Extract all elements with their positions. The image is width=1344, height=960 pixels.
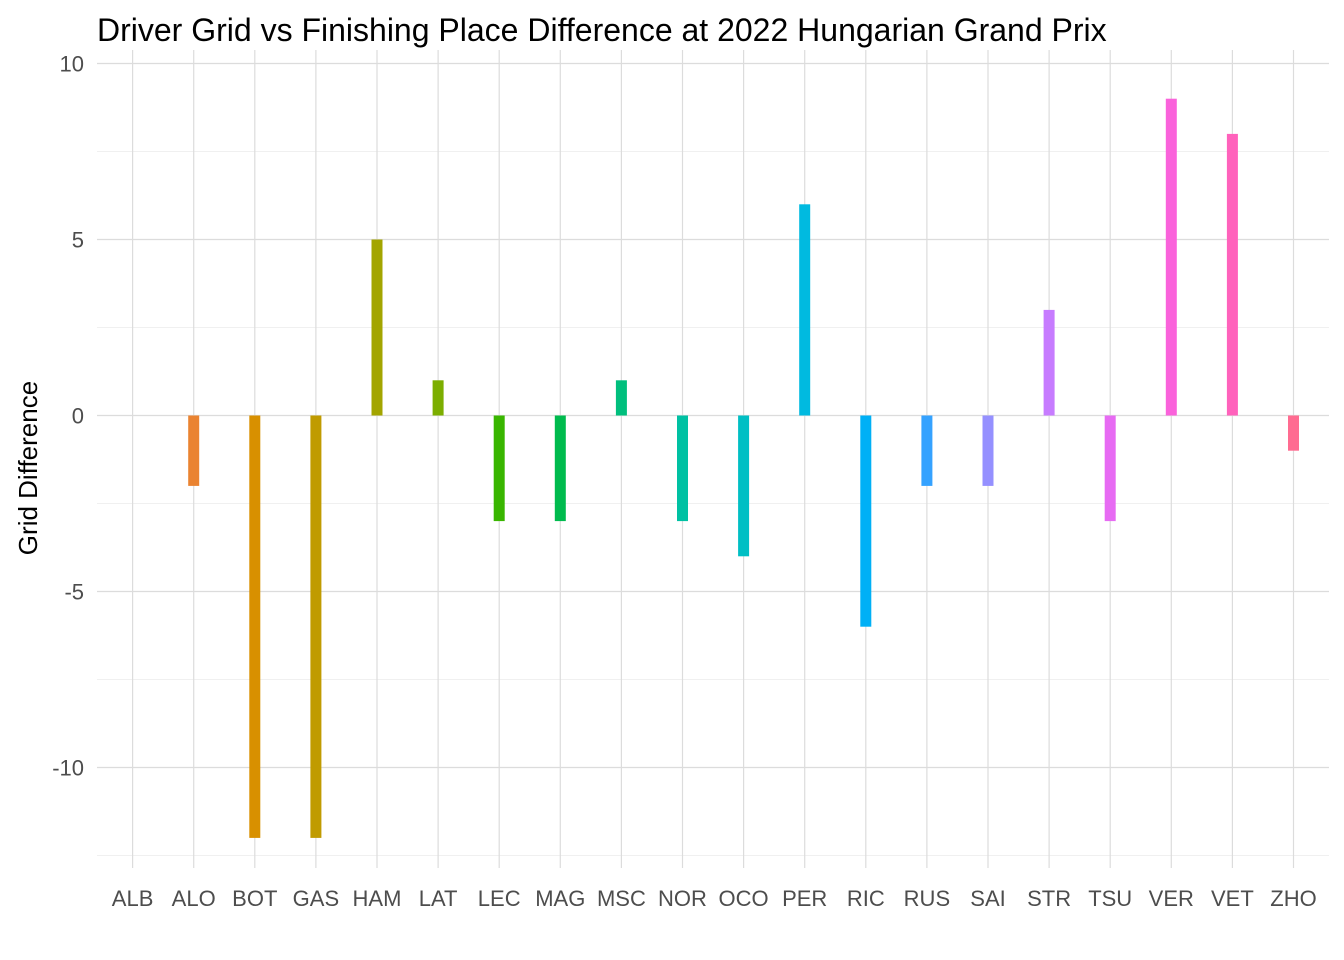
bar-bot	[249, 415, 261, 838]
bar-lec	[493, 415, 505, 522]
x-tick-label: NOR	[658, 886, 707, 911]
bar-ham	[371, 239, 383, 416]
chart-title: Driver Grid vs Finishing Place Differenc…	[97, 12, 1107, 48]
bar-mag	[554, 415, 566, 522]
x-tick-label: BOT	[232, 886, 277, 911]
x-tick-label: STR	[1027, 886, 1071, 911]
y-tick-label: 0	[72, 404, 84, 429]
bar-str	[1043, 309, 1055, 416]
bar-lat	[432, 380, 444, 416]
y-axis-ticks: 10 5 0 -5 -10	[52, 52, 84, 781]
x-tick-label: PER	[782, 886, 827, 911]
x-tick-label: OCO	[719, 886, 769, 911]
bar-alo	[188, 415, 200, 486]
x-tick-label: GAS	[293, 886, 339, 911]
y-tick-label: -10	[52, 756, 84, 781]
x-tick-label: RUS	[904, 886, 950, 911]
x-tick-label: ALB	[112, 886, 154, 911]
bar-gas	[310, 415, 322, 838]
x-axis-ticks: ALB ALO BOT GAS HAM LAT LEC MAG MSC NOR OCO PER RIC R…	[112, 886, 1317, 911]
x-tick-label: LEC	[478, 886, 521, 911]
y-tick-label: -5	[64, 580, 84, 605]
y-tick-label: 5	[72, 228, 84, 253]
bar-msc	[615, 380, 627, 416]
x-tick-label: TSU	[1088, 886, 1132, 911]
bar-zho	[1288, 415, 1299, 451]
y-tick-label: 10	[60, 52, 84, 77]
bar-tsu	[1104, 415, 1116, 522]
bar-ver	[1165, 98, 1177, 416]
bar-rus	[921, 415, 933, 486]
bar-nor	[677, 415, 688, 522]
x-tick-label: ZHO	[1270, 886, 1316, 911]
x-tick-label: VET	[1211, 886, 1254, 911]
bars	[188, 98, 1299, 838]
x-tick-label: SAI	[970, 886, 1005, 911]
bar-oco	[738, 415, 750, 557]
x-tick-label: LAT	[419, 886, 458, 911]
bar-per	[799, 204, 811, 416]
bar-sai	[982, 415, 994, 486]
x-tick-label: VER	[1149, 886, 1194, 911]
bar-vet	[1226, 133, 1238, 416]
y-axis-label: Grid Difference	[13, 381, 43, 555]
x-tick-label: ALO	[172, 886, 216, 911]
grid-lines	[97, 50, 1329, 868]
x-tick-label: MSC	[597, 886, 646, 911]
bar-ric	[860, 415, 872, 627]
x-tick-label: HAM	[353, 886, 402, 911]
x-tick-label: RIC	[847, 886, 885, 911]
x-tick-label: MAG	[535, 886, 585, 911]
